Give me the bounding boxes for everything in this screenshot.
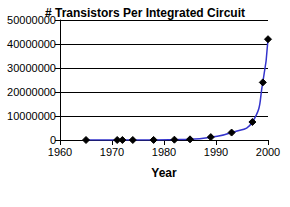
svg-text:2000: 2000 — [256, 146, 280, 158]
svg-text:0: 0 — [50, 134, 56, 146]
svg-text:1960: 1960 — [48, 146, 72, 158]
svg-text:30000000: 30000000 — [7, 62, 56, 74]
svg-text:Year: Year — [151, 166, 177, 180]
svg-text:20000000: 20000000 — [7, 86, 56, 98]
svg-text:# Transistors Per Integrated C: # Transistors Per Integrated Circuit — [45, 6, 245, 20]
svg-text:40000000: 40000000 — [7, 38, 56, 50]
svg-text:50000000: 50000000 — [7, 14, 56, 26]
svg-text:1980: 1980 — [152, 146, 176, 158]
svg-text:10000000: 10000000 — [7, 110, 56, 122]
svg-text:1970: 1970 — [100, 146, 124, 158]
svg-text:1990: 1990 — [204, 146, 228, 158]
